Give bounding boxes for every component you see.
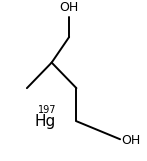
Text: Hg: Hg xyxy=(35,114,56,129)
Text: OH: OH xyxy=(122,134,141,147)
Text: OH: OH xyxy=(60,1,79,14)
Text: 197: 197 xyxy=(37,105,56,115)
